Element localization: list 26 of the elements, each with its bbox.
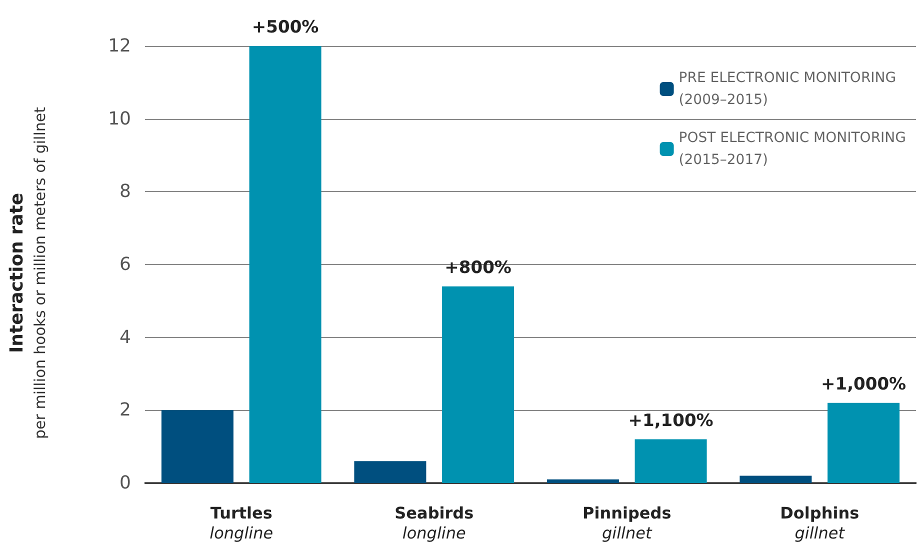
bar xyxy=(546,479,619,483)
bar xyxy=(354,461,426,483)
x-tick-label: Pinnipeds gillnet xyxy=(582,504,672,542)
legend-label: PRE ELECTRONIC MONITORING (2009–2015) xyxy=(678,70,896,108)
annotation: +1,100% xyxy=(628,410,714,431)
y-tick-label: 12 xyxy=(108,36,131,56)
x-tick-label: Seabirds longline xyxy=(394,504,474,542)
bar xyxy=(828,402,900,483)
y-axis-title: Interaction rate per million hooks or million meters of gillnet xyxy=(6,106,49,439)
y-tick-label: 0 xyxy=(120,472,131,494)
bar xyxy=(161,410,234,483)
bar xyxy=(249,46,322,483)
x-tick-label: Dolphins gillnet xyxy=(780,504,860,542)
y-tick-label: 10 xyxy=(108,108,131,130)
bar xyxy=(740,476,812,483)
legend-label: POST ELECTRONIC MONITORING (2015–2017) xyxy=(678,130,906,168)
y-tick-label: 4 xyxy=(120,326,131,348)
x-tick-label: Turtles longline xyxy=(210,504,274,542)
y-tick-label: 6 xyxy=(120,254,131,275)
annotation: +800% xyxy=(444,258,512,278)
bar xyxy=(442,286,514,483)
y-tick-label: 2 xyxy=(120,400,131,421)
y-tick-label: 8 xyxy=(120,181,131,202)
annotation: +1,000% xyxy=(821,374,906,394)
bar xyxy=(634,439,707,483)
text: +500% xyxy=(252,18,319,38)
